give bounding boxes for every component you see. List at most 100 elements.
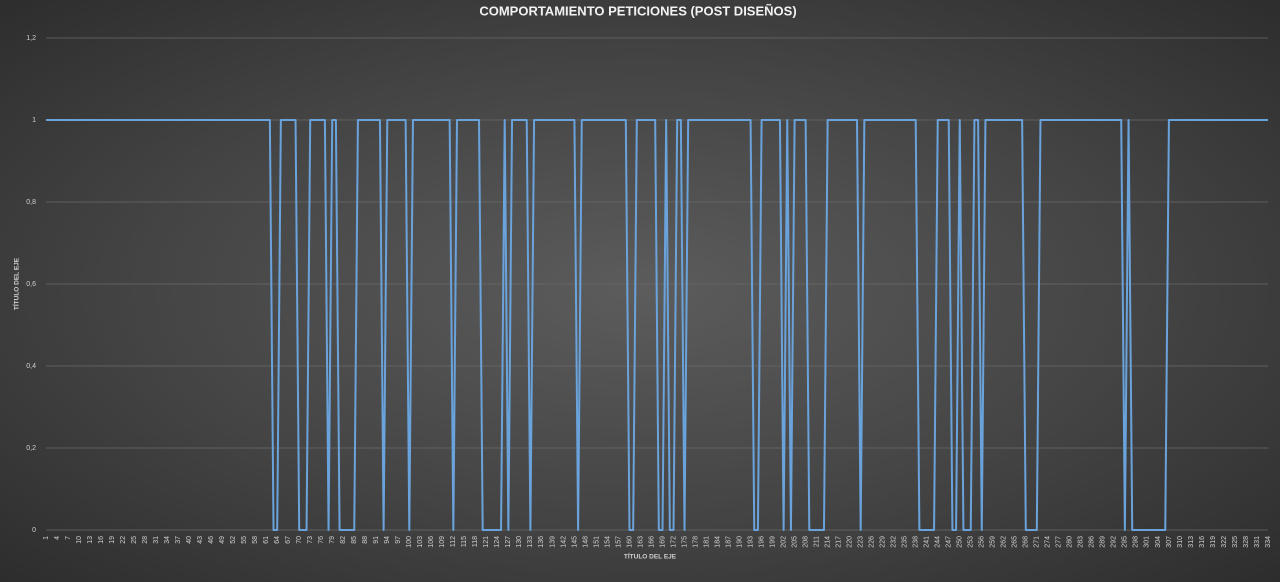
x-tick-label: 31 — [153, 536, 160, 544]
x-tick-label: 127 — [505, 536, 512, 548]
x-tick-label: 316 — [1199, 536, 1206, 548]
x-tick-label: 46 — [208, 536, 215, 544]
x-tick-label: 34 — [164, 536, 171, 544]
x-tick-label: 133 — [527, 536, 534, 548]
x-tick-label: 322 — [1221, 536, 1228, 548]
x-tick-label: 136 — [538, 536, 545, 548]
x-tick-label: 214 — [824, 536, 831, 548]
x-tick-label: 163 — [637, 536, 644, 548]
x-tick-label: 103 — [417, 536, 424, 548]
x-tick-label: 265 — [1012, 536, 1019, 548]
x-tick-label: 229 — [880, 536, 887, 548]
x-tick-label: 313 — [1188, 536, 1195, 548]
x-tick-label: 295 — [1122, 536, 1129, 548]
x-tick-label: 241 — [924, 536, 931, 548]
x-tick-label: 130 — [516, 536, 523, 548]
x-tick-label: 151 — [593, 536, 600, 548]
x-tick-label: 217 — [835, 536, 842, 548]
x-tick-label: 304 — [1155, 536, 1162, 548]
x-axis-title: TÍTULO DEL EJE — [624, 552, 677, 561]
x-tick-label: 274 — [1045, 536, 1052, 548]
x-tick-label: 64 — [274, 536, 281, 544]
x-tick-label: 319 — [1210, 536, 1217, 548]
x-tick-label: 145 — [571, 536, 578, 548]
x-tick-label: 58 — [252, 536, 259, 544]
x-tick-label: 277 — [1056, 536, 1063, 548]
x-tick-label: 13 — [87, 536, 94, 544]
x-tick-label: 55 — [241, 536, 248, 544]
x-tick-label: 283 — [1078, 536, 1085, 548]
x-tick-label: 10 — [76, 536, 83, 544]
x-tick-label: 238 — [913, 536, 920, 548]
x-tick-label: 196 — [758, 536, 765, 548]
x-tick-label: 250 — [957, 536, 964, 548]
x-tick-label: 37 — [175, 536, 182, 544]
data-line — [46, 119, 1268, 531]
x-tick-label: 82 — [340, 536, 347, 544]
x-tick-label: 88 — [362, 536, 369, 544]
x-tick-label: 271 — [1034, 536, 1041, 548]
x-tick-label: 22 — [120, 536, 127, 544]
x-tick-label: 109 — [439, 536, 446, 548]
x-tick-label: 40 — [186, 536, 193, 544]
x-tick-label: 52 — [230, 536, 237, 544]
x-tick-label: 325 — [1232, 536, 1239, 548]
x-tick-label: 4 — [54, 536, 61, 540]
x-tick-label: 328 — [1243, 536, 1250, 548]
x-tick-label: 286 — [1089, 536, 1096, 548]
x-tick-label: 289 — [1100, 536, 1107, 548]
x-tick-label: 262 — [1001, 536, 1008, 548]
x-tick-label: 115 — [461, 536, 468, 547]
x-tick-label: 307 — [1166, 536, 1173, 548]
x-tick-label: 199 — [769, 536, 776, 548]
y-tick-label: 1 — [32, 117, 36, 124]
x-tick-label: 202 — [780, 536, 787, 548]
y-tick-label: 1,2 — [26, 35, 36, 42]
x-tick-label: 310 — [1177, 536, 1184, 548]
x-tick-label: 184 — [714, 536, 721, 548]
x-tick-label: 25 — [131, 536, 138, 544]
x-tick-label: 100 — [406, 536, 413, 548]
x-tick-label: 178 — [692, 536, 699, 548]
x-tick-label: 112 — [450, 536, 457, 547]
x-tick-label: 220 — [847, 536, 854, 548]
x-tick-label: 28 — [142, 536, 149, 544]
x-tick-label: 1 — [43, 536, 50, 540]
x-tick-label: 190 — [736, 536, 743, 548]
x-tick-label: 205 — [791, 536, 798, 548]
x-tick-label: 19 — [109, 536, 116, 544]
x-tick-label: 142 — [560, 536, 567, 548]
x-tick-label: 79 — [329, 536, 336, 544]
x-tick-label: 253 — [968, 536, 975, 548]
x-tick-label: 43 — [197, 536, 204, 544]
x-tick-label: 301 — [1144, 536, 1151, 548]
x-tick-label: 91 — [373, 536, 380, 544]
y-tick-label: 0,6 — [26, 281, 36, 288]
x-tick-label: 166 — [648, 536, 655, 548]
x-tick-label: 49 — [219, 536, 226, 544]
x-tick-label: 175 — [681, 536, 688, 548]
x-tick-label: 118 — [472, 536, 479, 547]
x-tick-label: 208 — [802, 536, 809, 548]
y-tick-label: 0 — [32, 527, 36, 534]
x-tick-label: 232 — [891, 536, 898, 548]
y-axis-title: TÍTULO DEL EJE — [12, 257, 21, 310]
x-tick-label: 85 — [351, 536, 358, 544]
x-tick-label: 268 — [1023, 536, 1030, 548]
x-tick-label: 124 — [494, 536, 501, 548]
x-tick-label: 169 — [659, 536, 666, 548]
x-tick-label: 148 — [582, 536, 589, 548]
chart-title: COMPORTAMIENTO PETICIONES (POST DISEÑOS) — [479, 3, 796, 18]
x-tick-label: 157 — [615, 536, 622, 548]
x-tick-label: 106 — [428, 536, 435, 548]
x-tick-label: 187 — [725, 536, 732, 548]
x-tick-label: 61 — [263, 536, 270, 544]
y-tick-label: 0,4 — [26, 363, 36, 370]
x-tick-label: 193 — [747, 536, 754, 548]
x-tick-label: 247 — [946, 536, 953, 548]
x-tick-label: 121 — [483, 536, 490, 548]
x-tick-label: 97 — [395, 536, 402, 544]
x-tick-label: 181 — [703, 536, 710, 548]
